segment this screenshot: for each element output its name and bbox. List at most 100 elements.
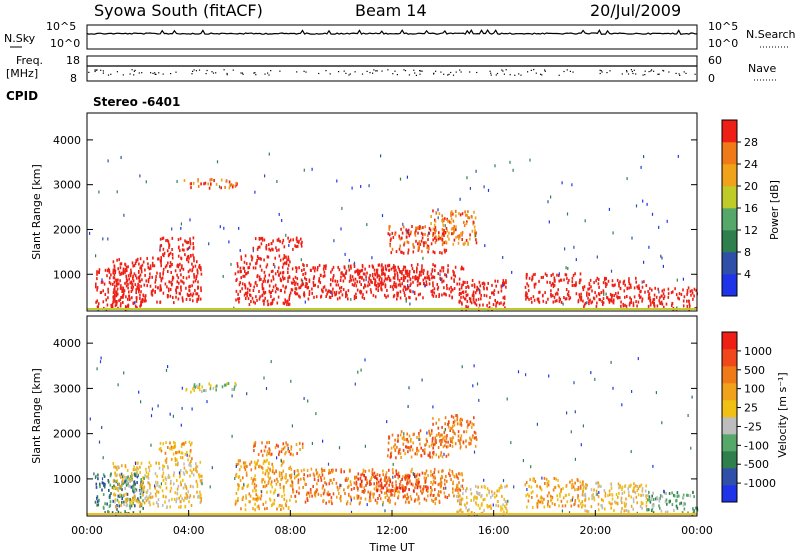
data-cell [273,502,275,506]
data-cell [584,498,587,501]
data-cell [423,497,426,501]
data-cell [183,248,185,252]
data-cell [235,465,237,468]
data-cell [658,290,660,294]
data-cell [422,256,424,260]
data-cell [124,476,126,480]
nave-dot [533,69,535,71]
data-cell [243,482,245,486]
data-cell [136,470,138,474]
data-cell [452,480,454,484]
data-cell [235,474,238,478]
data-cell [409,296,411,300]
data-cell [179,494,182,498]
data-cell [189,242,192,246]
data-cell [412,483,414,487]
data-cell [194,279,197,283]
data-cell [337,283,340,287]
data-cell [462,510,464,514]
colorbar-swatch [722,208,737,231]
data-cell [407,230,409,234]
data-cell [135,462,137,465]
data-cell [141,489,143,493]
data-cell [587,287,589,291]
data-cell [378,480,380,484]
data-cell [474,495,476,499]
data-cell [463,503,466,507]
data-cell [399,290,402,294]
data-cell [261,465,263,469]
data-cell [584,301,587,305]
data-cell [330,270,332,274]
data-cell [361,276,363,279]
data-cell [376,274,379,278]
data-cell [101,477,104,481]
data-cell [641,506,643,510]
data-cell [574,272,576,276]
data-cell [332,276,334,280]
nave-dot [599,69,601,71]
data-cell [501,494,503,498]
nave-dot [544,69,546,71]
data-cell [468,422,471,426]
data-cell [637,493,640,497]
data-cell [403,243,405,247]
data-cell [95,282,97,286]
nave-dot [433,72,435,74]
data-cell [242,274,244,278]
data-cell [363,297,366,300]
data-cell [114,485,117,489]
data-cell [253,442,255,446]
data-cell [408,474,411,478]
data-cell [369,273,371,277]
noise-right-top-tick: 10^5 [708,20,738,33]
data-cell [388,277,391,281]
nave-dot [541,74,543,76]
data-cell [109,474,112,478]
data-cell [398,236,401,240]
data-cell [267,302,270,306]
data-cell [597,502,600,506]
data-cell [120,484,122,488]
data-cell [171,278,174,282]
nave-dot [433,73,435,75]
data-cell [98,498,100,502]
data-cell [280,450,283,453]
data-cell [432,499,435,503]
data-cell [335,283,338,287]
data-cell [287,258,290,262]
data-cell [182,275,185,279]
data-cell [179,237,182,241]
data-cell [473,300,475,304]
data-cell [688,302,691,306]
data-cell [102,289,104,293]
data-cell [239,249,241,252]
data-cell [617,291,619,295]
data-cell [258,507,260,511]
data-cell [282,238,285,242]
data-cell [374,279,376,283]
data-cell [579,480,582,484]
data-cell [266,469,268,473]
data-cell [179,480,182,484]
data-cell [453,229,455,233]
data-cell [166,238,169,242]
data-cell [133,494,136,498]
data-cell [441,277,443,281]
data-cell [374,282,376,286]
data-cell [369,490,372,494]
data-cell [466,281,469,284]
data-cell [261,480,263,484]
data-cell [447,420,450,424]
nave-dot [535,72,537,74]
data-cell [319,273,322,277]
data-cell [415,226,417,230]
data-cell [651,507,654,511]
data-cell [156,271,158,275]
data-cell [463,224,466,228]
data-cell [655,295,658,299]
data-cell [357,370,359,374]
data-cell [321,473,324,477]
data-cell [195,462,197,466]
